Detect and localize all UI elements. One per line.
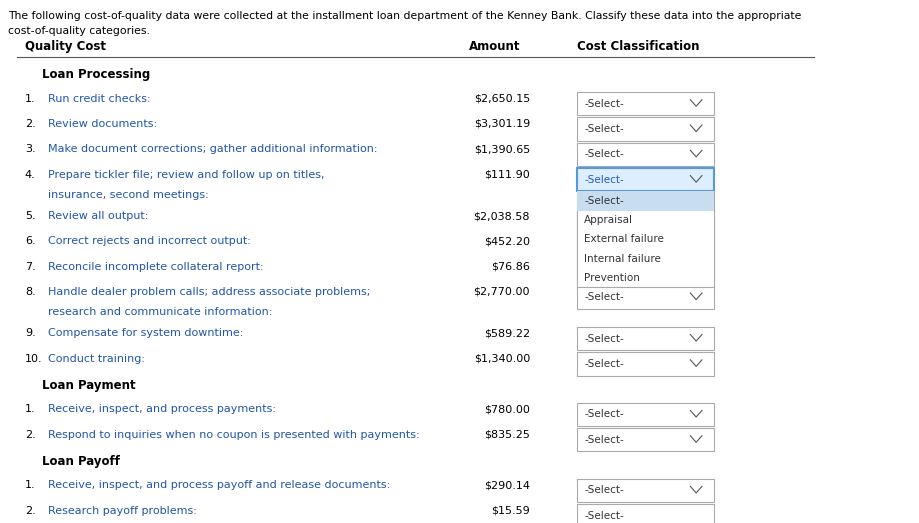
FancyBboxPatch shape <box>577 352 714 376</box>
Text: 3.: 3. <box>25 144 36 154</box>
Text: Amount: Amount <box>470 40 521 53</box>
Text: 4.: 4. <box>25 169 36 179</box>
Text: $3,301.19: $3,301.19 <box>474 119 530 129</box>
Text: $15.59: $15.59 <box>492 506 530 516</box>
Text: -Select-: -Select- <box>584 175 624 185</box>
FancyBboxPatch shape <box>577 210 714 233</box>
Text: -Select-: -Select- <box>584 485 624 495</box>
Text: -Select-: -Select- <box>584 196 624 206</box>
Text: 1.: 1. <box>25 94 36 104</box>
Text: 8.: 8. <box>25 287 36 297</box>
Text: $780.00: $780.00 <box>484 404 530 414</box>
FancyBboxPatch shape <box>577 286 714 309</box>
FancyBboxPatch shape <box>577 117 714 141</box>
Text: -Select-: -Select- <box>584 267 624 277</box>
Text: Appraisal: Appraisal <box>584 215 633 225</box>
FancyBboxPatch shape <box>577 191 714 211</box>
Text: 2.: 2. <box>25 430 36 440</box>
FancyBboxPatch shape <box>577 479 714 502</box>
Text: $1,340.00: $1,340.00 <box>474 354 530 364</box>
Text: Quality Cost: Quality Cost <box>25 40 106 53</box>
Text: $452.20: $452.20 <box>484 236 530 246</box>
Text: cost-of-quality categories.: cost-of-quality categories. <box>8 26 150 36</box>
Text: External failure: External failure <box>584 234 664 244</box>
Text: 10.: 10. <box>25 354 42 364</box>
FancyBboxPatch shape <box>577 504 714 523</box>
Text: insurance, second meetings:: insurance, second meetings: <box>48 190 209 200</box>
Text: 6.: 6. <box>25 236 36 246</box>
Text: $2,038.58: $2,038.58 <box>473 211 530 221</box>
Text: Review all output:: Review all output: <box>48 211 149 221</box>
Text: Research payoff problems:: Research payoff problems: <box>48 506 197 516</box>
Text: -Select-: -Select- <box>584 359 624 369</box>
FancyBboxPatch shape <box>577 235 714 258</box>
Text: -Select-: -Select- <box>584 242 624 252</box>
Text: $1,390.65: $1,390.65 <box>474 144 530 154</box>
Text: Conduct training:: Conduct training: <box>48 354 145 364</box>
Text: 2.: 2. <box>25 506 36 516</box>
Text: -Select-: -Select- <box>584 410 624 419</box>
FancyBboxPatch shape <box>577 403 714 426</box>
Text: research and communicate information:: research and communicate information: <box>48 307 273 317</box>
FancyBboxPatch shape <box>577 260 714 283</box>
Text: $589.22: $589.22 <box>484 328 530 338</box>
FancyBboxPatch shape <box>577 327 714 350</box>
Text: -Select-: -Select- <box>584 292 624 302</box>
Text: -Select-: -Select- <box>584 334 624 344</box>
Text: -Select-: -Select- <box>584 150 624 160</box>
Text: -Select-: -Select- <box>584 216 624 226</box>
Text: 5.: 5. <box>25 211 36 221</box>
Text: Correct rejects and incorrect output:: Correct rejects and incorrect output: <box>48 236 251 246</box>
Text: Handle dealer problem calls; address associate problems;: Handle dealer problem calls; address ass… <box>48 287 370 297</box>
Text: The following cost-of-quality data were collected at the installment loan depart: The following cost-of-quality data were … <box>8 11 801 21</box>
Text: Cost Classification: Cost Classification <box>577 40 700 53</box>
Text: -Select-: -Select- <box>584 124 624 134</box>
Text: $76.86: $76.86 <box>491 262 530 271</box>
Text: Make document corrections; gather additional information:: Make document corrections; gather additi… <box>48 144 378 154</box>
Text: Compensate for system downtime:: Compensate for system downtime: <box>48 328 244 338</box>
Text: 1.: 1. <box>25 404 36 414</box>
FancyBboxPatch shape <box>577 143 714 166</box>
Text: Loan Payment: Loan Payment <box>41 379 135 392</box>
FancyBboxPatch shape <box>577 92 714 116</box>
Text: -Select-: -Select- <box>584 510 624 521</box>
Text: 2.: 2. <box>25 119 36 129</box>
Text: -Select-: -Select- <box>584 435 624 445</box>
Text: Loan Payoff: Loan Payoff <box>41 455 119 468</box>
FancyBboxPatch shape <box>577 168 714 191</box>
Text: $2,770.00: $2,770.00 <box>473 287 530 297</box>
Text: Respond to inquiries when no coupon is presented with payments:: Respond to inquiries when no coupon is p… <box>48 430 420 440</box>
Text: 1.: 1. <box>25 480 36 490</box>
Text: 7.: 7. <box>25 262 36 271</box>
Text: Prevention: Prevention <box>584 273 640 283</box>
Text: Loan Processing: Loan Processing <box>41 69 150 81</box>
Text: Internal failure: Internal failure <box>584 254 661 264</box>
Text: $290.14: $290.14 <box>484 480 530 490</box>
Text: Prepare tickler file; review and follow up on titles,: Prepare tickler file; review and follow … <box>48 169 324 179</box>
FancyBboxPatch shape <box>577 428 714 451</box>
Text: Run credit checks:: Run credit checks: <box>48 94 151 104</box>
Text: $111.90: $111.90 <box>484 169 530 179</box>
Text: -Select-: -Select- <box>584 99 624 109</box>
Text: $835.25: $835.25 <box>484 430 530 440</box>
Text: Review documents:: Review documents: <box>48 119 157 129</box>
Text: 9.: 9. <box>25 328 36 338</box>
Text: Receive, inspect, and process payoff and release documents:: Receive, inspect, and process payoff and… <box>48 480 391 490</box>
Text: Receive, inspect, and process payments:: Receive, inspect, and process payments: <box>48 404 277 414</box>
Text: Reconcile incomplete collateral report:: Reconcile incomplete collateral report: <box>48 262 264 271</box>
FancyBboxPatch shape <box>577 191 714 288</box>
Text: $2,650.15: $2,650.15 <box>474 94 530 104</box>
